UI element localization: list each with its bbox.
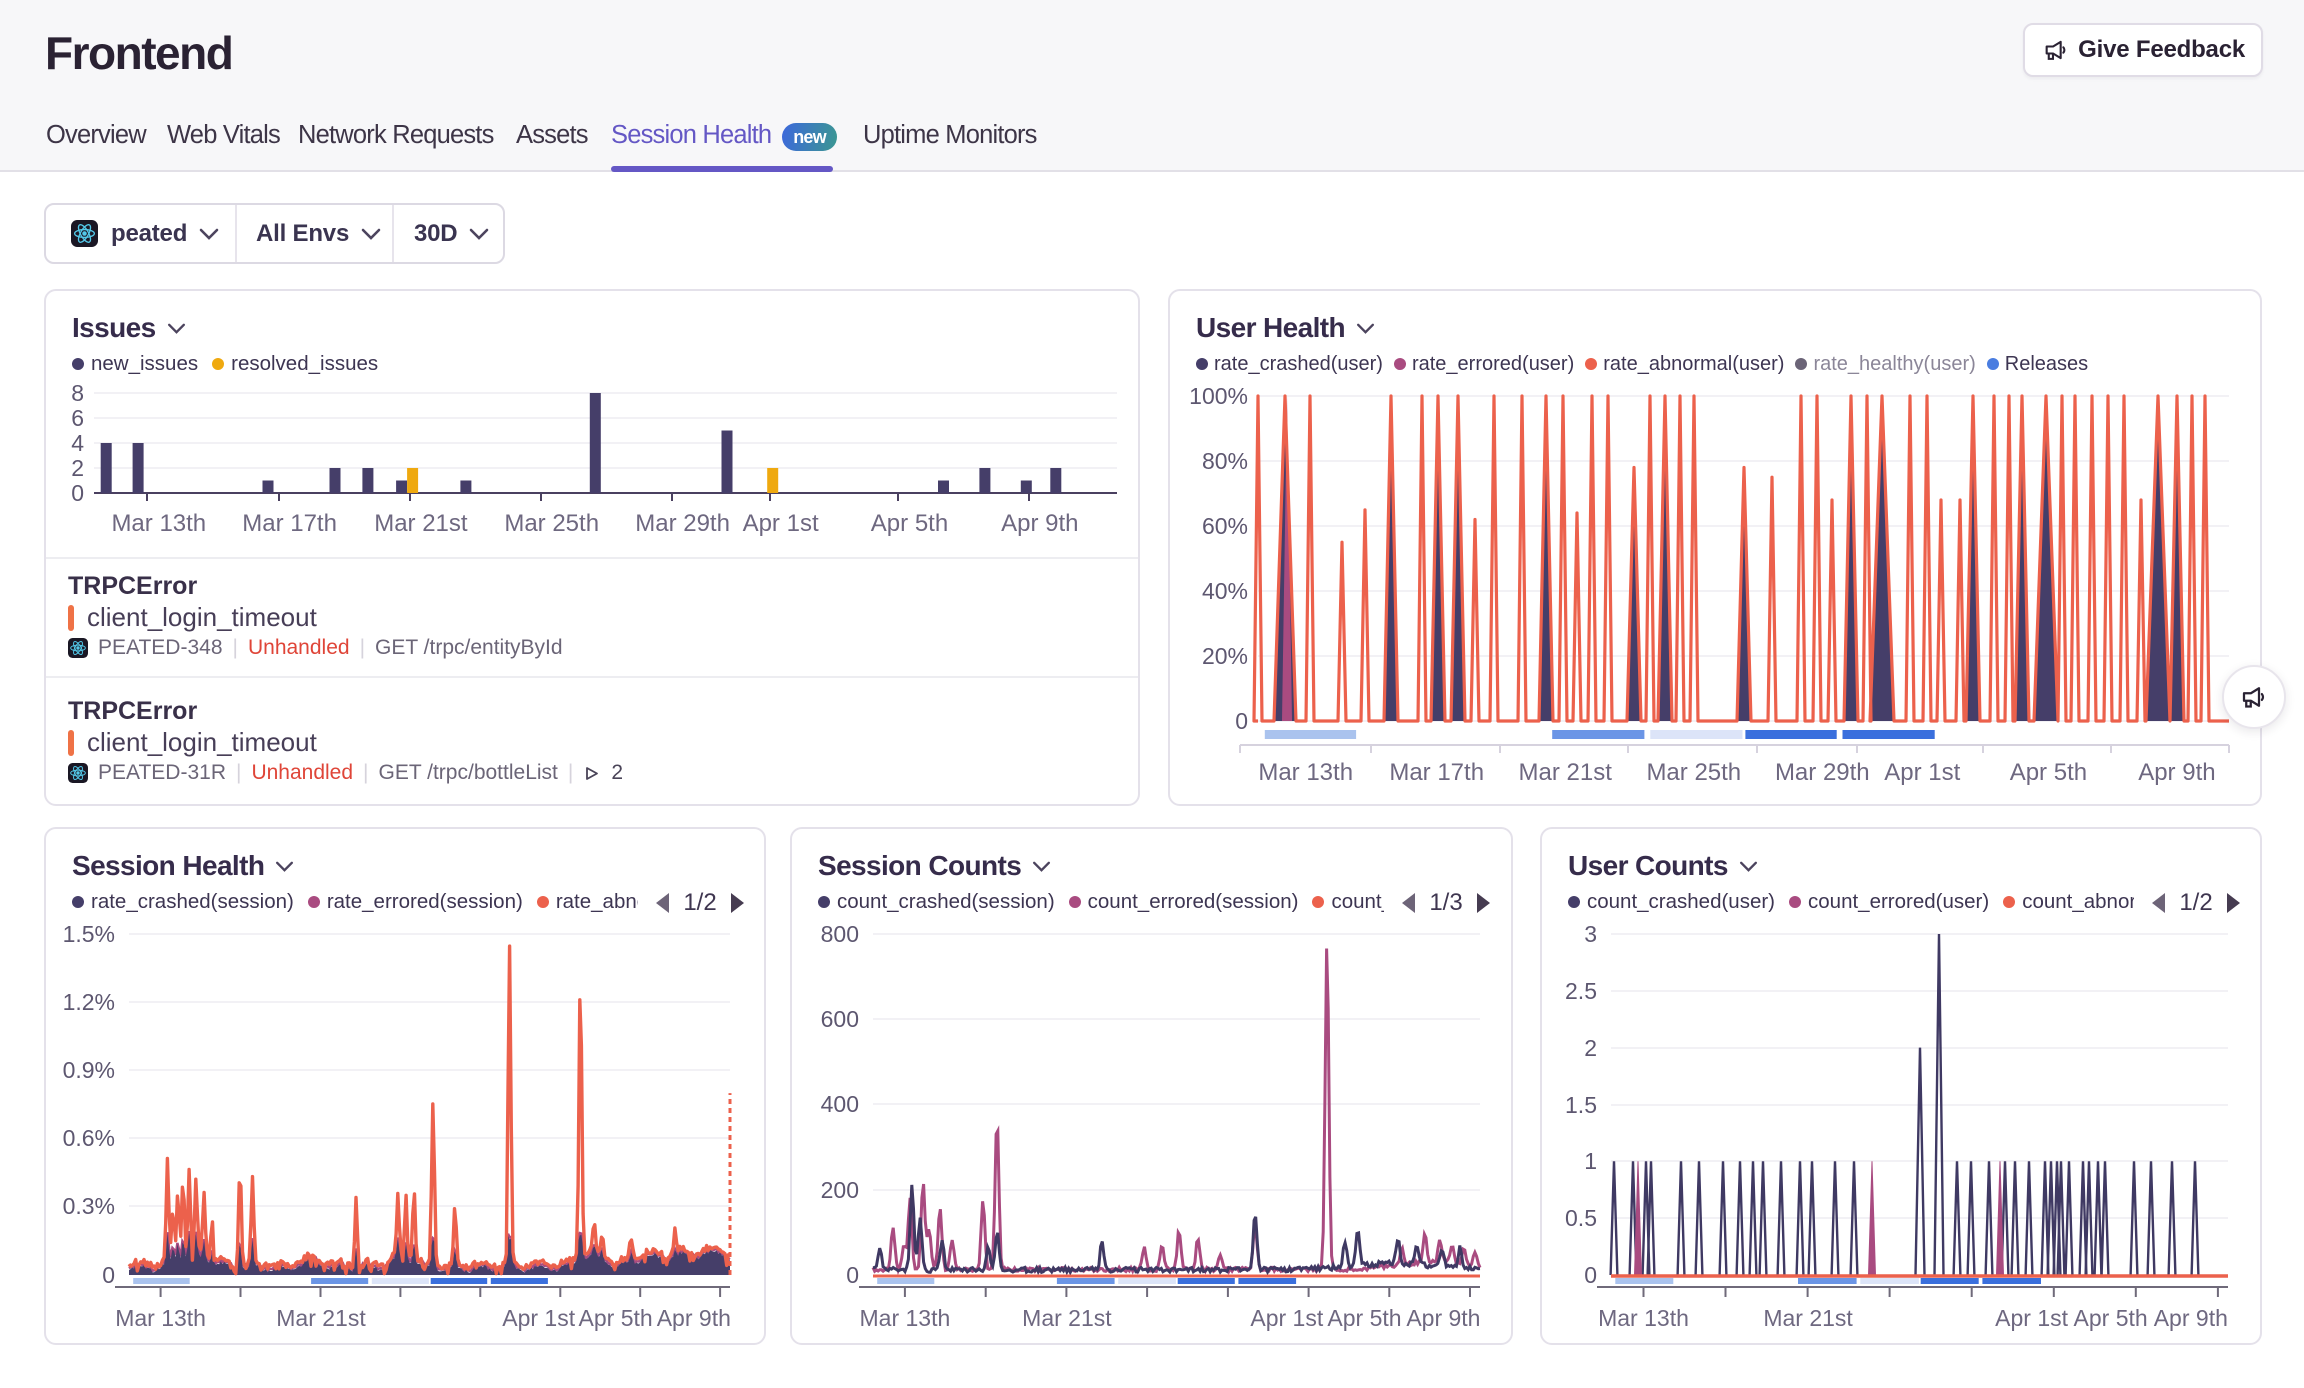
svg-text:Mar 13th: Mar 13th	[1258, 759, 1353, 786]
svg-text:Mar 17th: Mar 17th	[242, 510, 337, 537]
svg-text:4: 4	[71, 430, 84, 456]
svg-text:Apr 1st: Apr 1st	[502, 1305, 575, 1331]
svg-text:2: 2	[1584, 1035, 1597, 1061]
svg-text:Apr 1st: Apr 1st	[1884, 759, 1960, 786]
svg-text:Mar 25th: Mar 25th	[1646, 759, 1741, 786]
svg-text:Apr 5th: Apr 5th	[1327, 1305, 1401, 1331]
svg-text:Apr 1st: Apr 1st	[743, 510, 819, 537]
svg-text:Apr 5th: Apr 5th	[579, 1305, 653, 1331]
svg-text:Mar 13th: Mar 13th	[111, 510, 206, 537]
svg-text:Mar 21st: Mar 21st	[276, 1305, 366, 1331]
svg-text:Apr 1st: Apr 1st	[1250, 1305, 1323, 1331]
svg-text:Apr 9th: Apr 9th	[2138, 759, 2215, 786]
svg-text:400: 400	[821, 1091, 859, 1117]
svg-text:0.6%: 0.6%	[63, 1125, 115, 1151]
svg-text:0.3%: 0.3%	[63, 1193, 115, 1219]
svg-text:6: 6	[71, 405, 84, 431]
svg-text:Mar 13th: Mar 13th	[860, 1305, 951, 1331]
svg-text:Mar 21st: Mar 21st	[374, 510, 468, 537]
svg-text:1.5%: 1.5%	[63, 921, 115, 947]
svg-text:0.5: 0.5	[1565, 1205, 1597, 1231]
svg-text:Mar 21st: Mar 21st	[1519, 759, 1613, 786]
svg-text:Mar 21st: Mar 21st	[1763, 1305, 1853, 1331]
svg-text:Apr 9th: Apr 9th	[2154, 1305, 2228, 1331]
svg-text:80%: 80%	[1202, 448, 1248, 474]
svg-text:40%: 40%	[1202, 578, 1248, 604]
svg-text:1: 1	[1584, 1148, 1597, 1174]
svg-text:800: 800	[821, 921, 859, 947]
svg-text:Mar 25th: Mar 25th	[504, 510, 599, 537]
svg-text:Apr 1st: Apr 1st	[1995, 1305, 2068, 1331]
svg-text:2.5: 2.5	[1565, 978, 1597, 1004]
svg-text:0: 0	[1235, 708, 1248, 734]
svg-text:200: 200	[821, 1177, 859, 1203]
svg-text:1.5: 1.5	[1565, 1092, 1597, 1118]
svg-text:100%: 100%	[1189, 383, 1248, 409]
svg-text:Apr 9th: Apr 9th	[1406, 1305, 1480, 1331]
svg-text:0.9%: 0.9%	[63, 1057, 115, 1083]
svg-text:0: 0	[71, 480, 84, 506]
svg-text:1.2%: 1.2%	[63, 989, 115, 1015]
svg-text:20%: 20%	[1202, 643, 1248, 669]
svg-text:Mar 29th: Mar 29th	[1775, 759, 1870, 786]
svg-text:Apr 5th: Apr 5th	[2010, 759, 2087, 786]
svg-text:Mar 29th: Mar 29th	[635, 510, 730, 537]
svg-text:0: 0	[846, 1262, 859, 1288]
svg-text:8: 8	[71, 380, 84, 406]
svg-text:60%: 60%	[1202, 513, 1248, 539]
svg-text:600: 600	[821, 1006, 859, 1032]
svg-text:0: 0	[1584, 1262, 1597, 1288]
svg-text:3: 3	[1584, 921, 1597, 947]
svg-text:Mar 13th: Mar 13th	[1598, 1305, 1689, 1331]
svg-text:Apr 5th: Apr 5th	[2074, 1305, 2148, 1331]
svg-text:Apr 9th: Apr 9th	[1001, 510, 1078, 537]
svg-text:Apr 9th: Apr 9th	[657, 1305, 731, 1331]
svg-text:2: 2	[71, 455, 84, 481]
svg-text:Mar 21st: Mar 21st	[1022, 1305, 1112, 1331]
svg-text:Apr 5th: Apr 5th	[871, 510, 948, 537]
svg-text:Mar 13th: Mar 13th	[115, 1305, 206, 1331]
svg-text:0: 0	[102, 1262, 115, 1288]
svg-text:Mar 17th: Mar 17th	[1389, 759, 1484, 786]
